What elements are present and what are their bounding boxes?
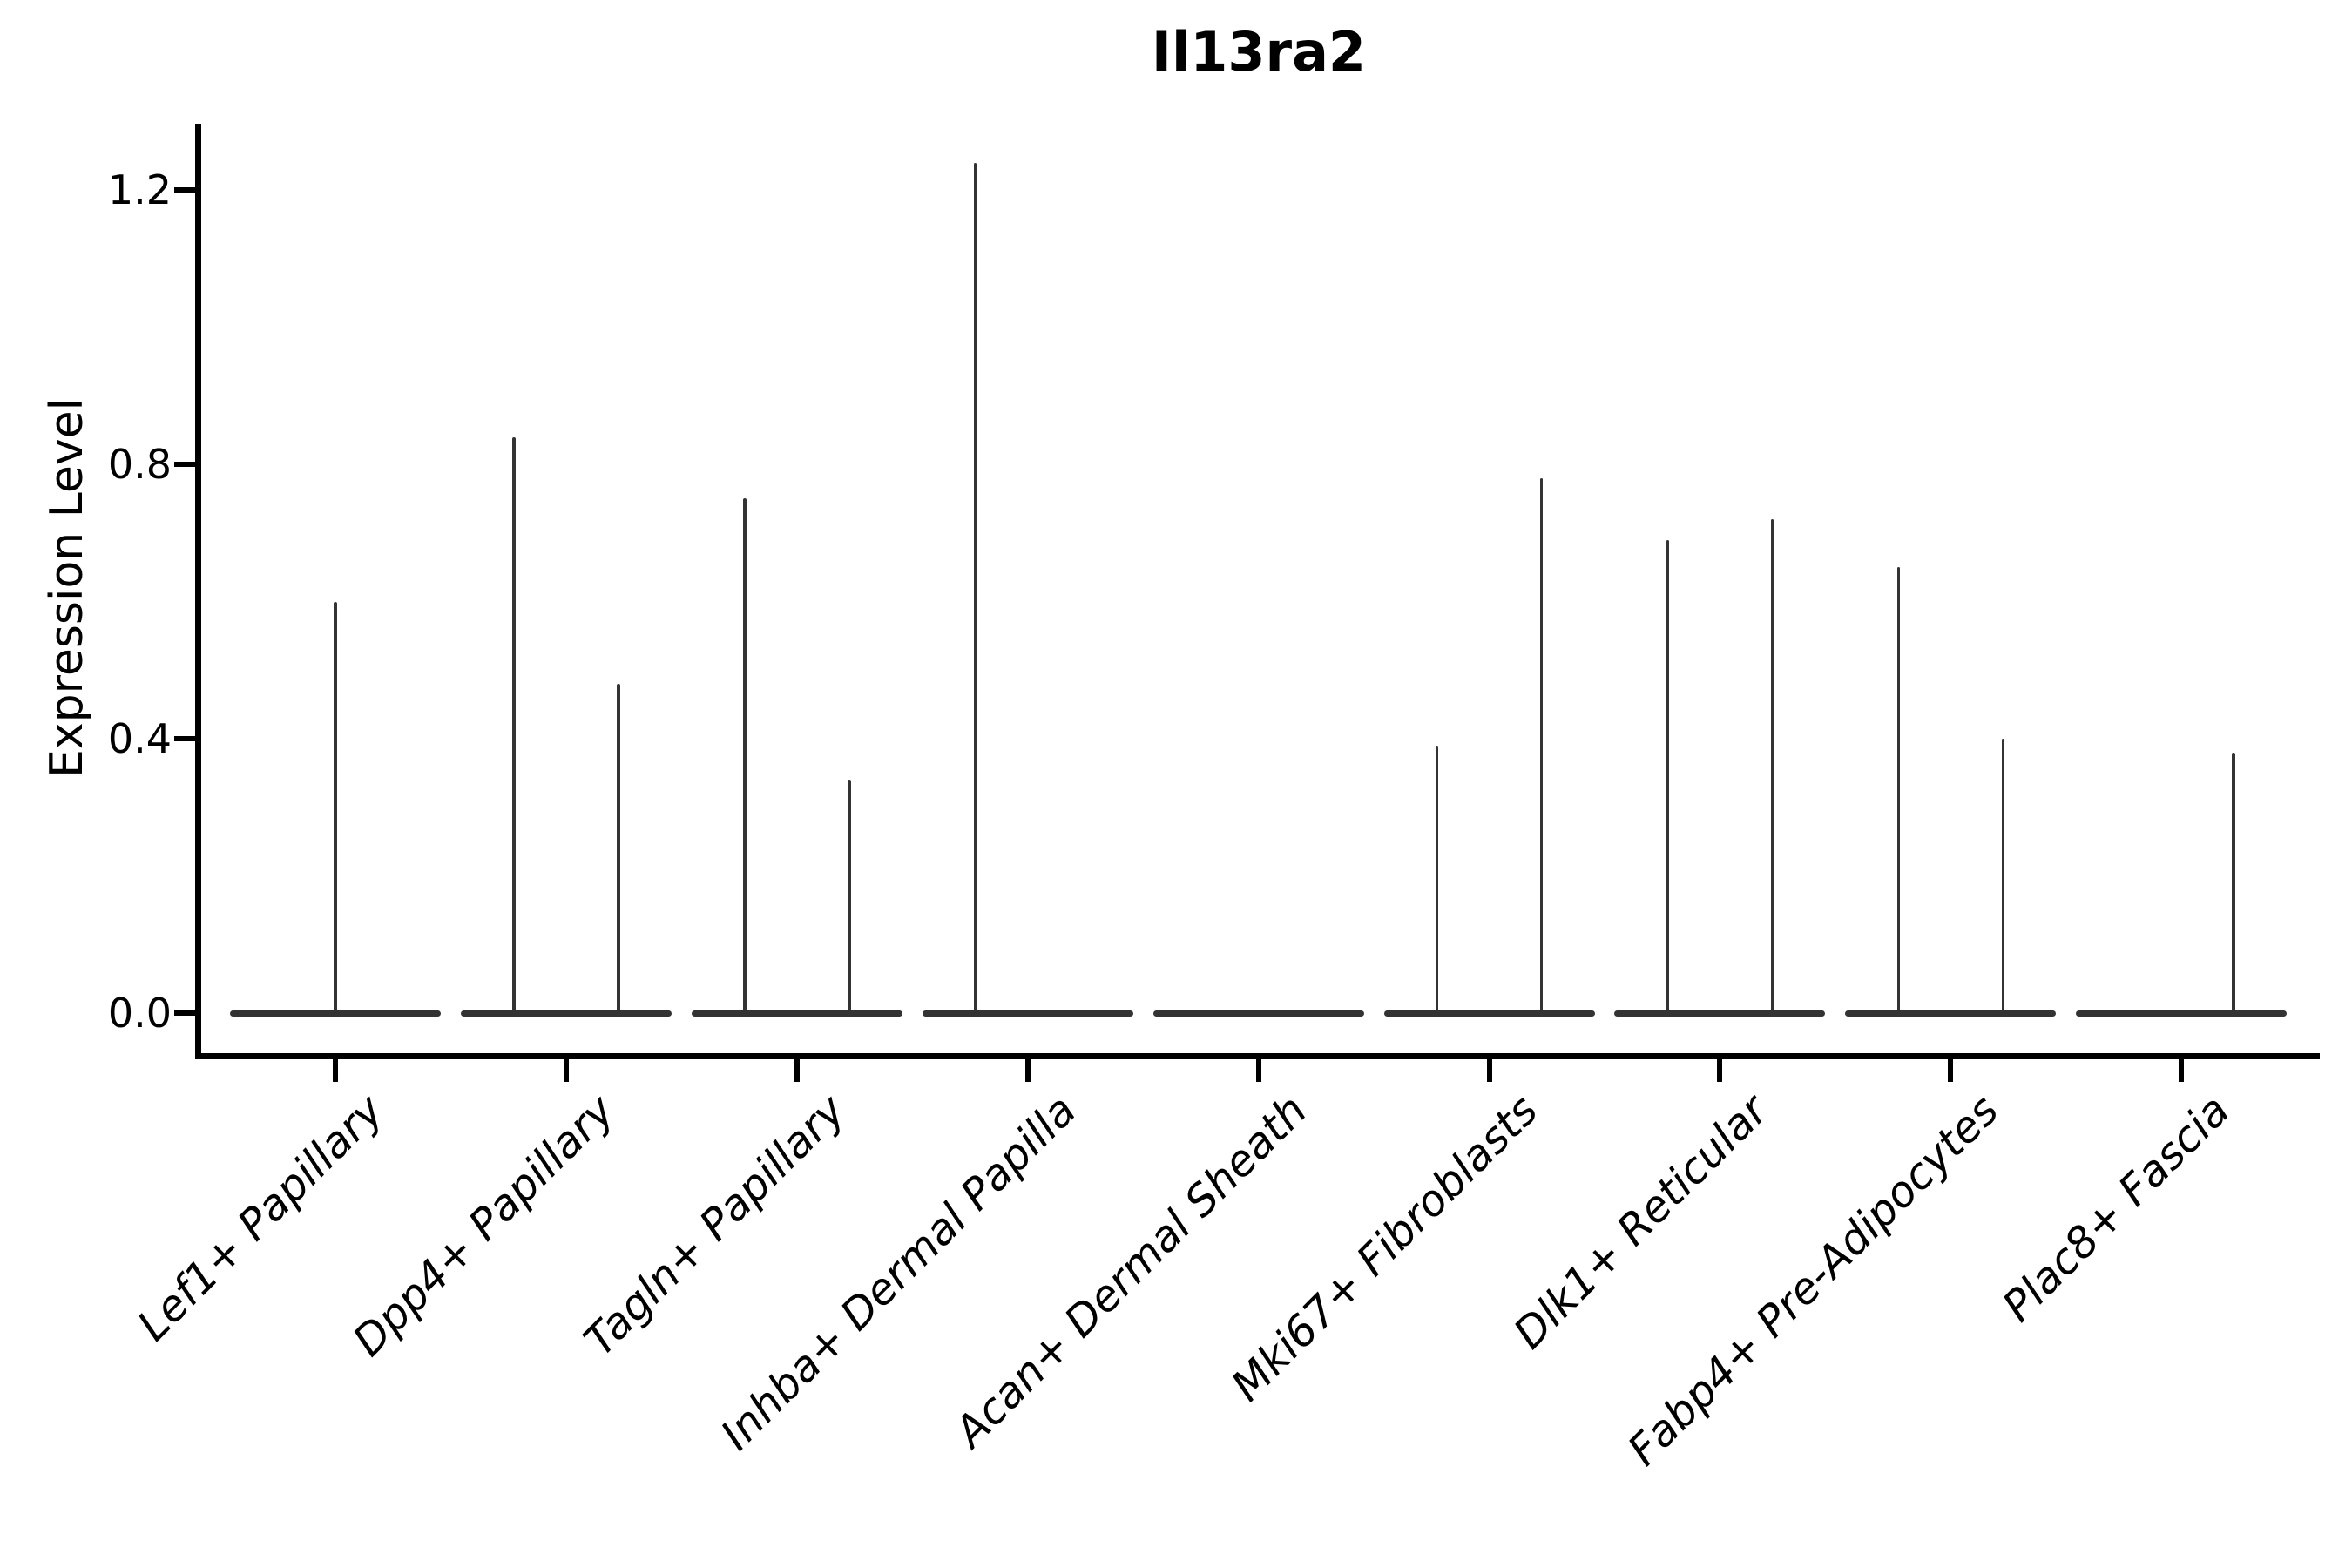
x-axis-tick xyxy=(1024,1058,1031,1082)
violin-baseline xyxy=(2076,1010,2288,1017)
x-axis-tick xyxy=(563,1058,569,1082)
y-axis-tick xyxy=(173,187,195,193)
violin-baseline xyxy=(922,1010,1133,1017)
x-axis-tick xyxy=(1948,1058,1954,1082)
violin-spike xyxy=(1435,745,1439,1015)
y-tick-label: 0.4 xyxy=(107,715,172,762)
violin-baseline xyxy=(1383,1010,1595,1017)
violin-spike xyxy=(848,780,851,1015)
x-tick-label: Dlk1+ Reticular xyxy=(1504,1085,1778,1359)
y-tick-label: 1.2 xyxy=(107,166,172,213)
violin-spike xyxy=(2001,739,2005,1015)
violin-spike xyxy=(1666,539,1670,1015)
x-axis-tick xyxy=(1717,1058,1723,1082)
x-tick-label: Plac8+ Fascia xyxy=(1993,1085,2240,1332)
violin-spike xyxy=(1770,519,1774,1015)
violin-baseline xyxy=(460,1010,672,1017)
violin-baseline xyxy=(1845,1010,2057,1017)
x-axis-tick xyxy=(1486,1058,1492,1082)
violin-spike xyxy=(743,498,747,1015)
x-tick-label: Lef1+ Papillary xyxy=(128,1085,394,1351)
x-axis-tick xyxy=(2179,1058,2185,1082)
x-axis-tick xyxy=(794,1058,800,1082)
y-axis-tick xyxy=(173,462,195,467)
x-axis-spine xyxy=(194,1052,2320,1059)
violin-baseline xyxy=(1152,1010,1364,1017)
violin-spike xyxy=(2232,752,2235,1015)
y-axis-spine xyxy=(194,124,201,1059)
plot-title: Il13ra2 xyxy=(1151,20,1367,84)
y-axis-tick xyxy=(173,1010,195,1016)
violin-spike xyxy=(973,162,977,1015)
x-axis-tick xyxy=(333,1058,338,1082)
y-tick-label: 0.8 xyxy=(107,441,172,488)
violin-baseline xyxy=(1614,1010,1826,1017)
violin-spike xyxy=(617,684,620,1015)
y-tick-label: 0.0 xyxy=(107,990,172,1037)
y-axis-tick xyxy=(173,736,195,741)
x-axis-tick xyxy=(1255,1058,1261,1082)
violin-spike xyxy=(1896,567,1901,1015)
violin-spike xyxy=(334,601,337,1015)
violin-spike xyxy=(512,436,516,1015)
x-tick-label: Fabp4+ Pre-Adipocytes xyxy=(1619,1085,2009,1476)
violin-spike xyxy=(1539,477,1544,1015)
violin-baseline xyxy=(691,1010,902,1017)
